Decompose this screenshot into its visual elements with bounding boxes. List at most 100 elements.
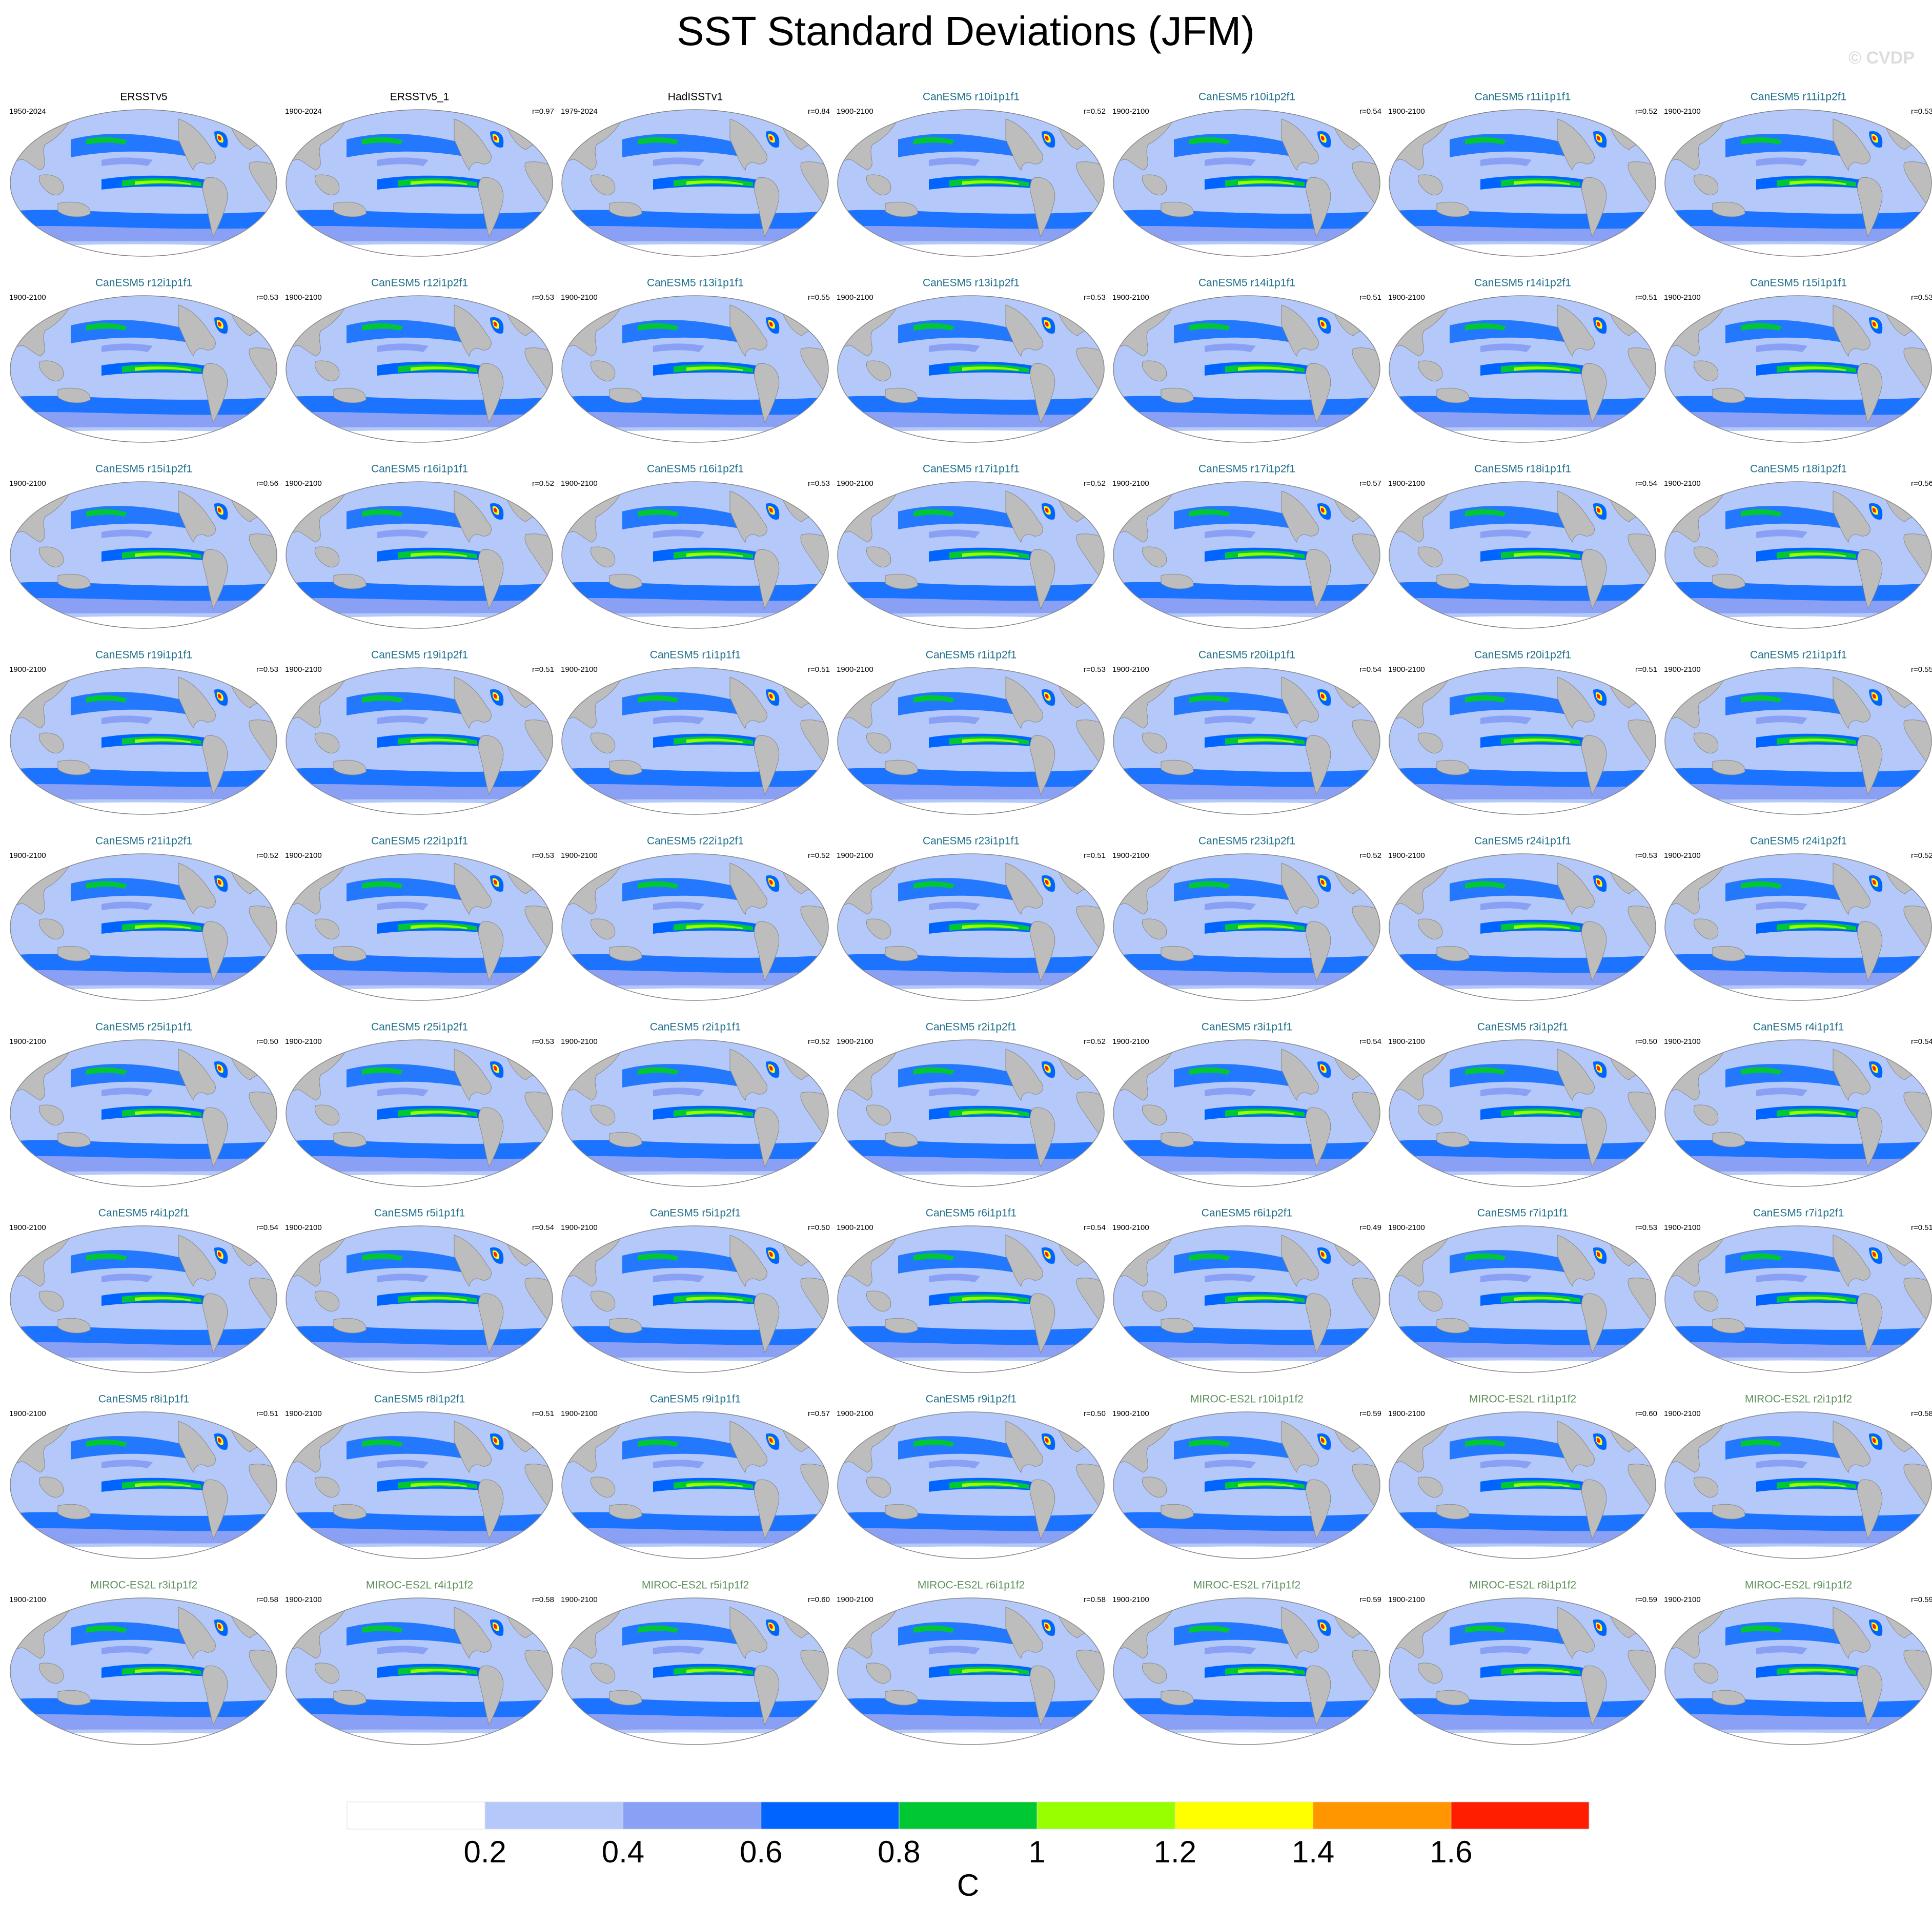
- map-panel: CanESM5 r9i1p2f1 1900-2100 r=0.50: [837, 1393, 1106, 1559]
- panel-correlation: r=0.60: [808, 1595, 830, 1604]
- map-panel: CanESM5 r15i1p2f1 1900-2100 r=0.56: [9, 463, 278, 629]
- panel-correlation: r=0.50: [808, 1223, 830, 1232]
- map: [285, 853, 554, 1001]
- panel-period: 1900-2100: [1112, 107, 1149, 116]
- map: [1112, 667, 1381, 815]
- panel-period: 1900-2100: [1112, 851, 1149, 860]
- map-panel: CanESM5 r14i1p2f1 1900-2100 r=0.51: [1388, 277, 1657, 443]
- colorbar-segment: [1451, 1801, 1590, 1830]
- panel-period: 1900-2100: [837, 1409, 873, 1418]
- map-panel: CanESM5 r25i1p1f1 1900-2100 r=0.50: [9, 1021, 278, 1187]
- colorbar-tick-label: 1.6: [1430, 1835, 1472, 1869]
- panel-correlation: r=0.54: [1359, 665, 1381, 674]
- map-panel: CanESM5 r14i1p1f1 1900-2100 r=0.51: [1112, 277, 1381, 443]
- map-panel: CanESM5 r12i1p1f1 1900-2100 r=0.53: [9, 277, 278, 443]
- panel-title: CanESM5 r20i1p2f1: [1474, 649, 1571, 661]
- panel-period: 1900-2100: [837, 1223, 873, 1232]
- panel-title: CanESM5 r5i1p2f1: [650, 1207, 741, 1219]
- panel-title: CanESM5 r16i1p1f1: [371, 463, 468, 475]
- panel-correlation: r=0.53: [1911, 293, 1932, 302]
- panel-period: 1900-2100: [285, 479, 322, 488]
- map: [837, 1039, 1106, 1187]
- panel-title: CanESM5 r24i1p1f1: [1474, 835, 1571, 847]
- map-panel: MIROC-ES2L r3i1p1f2 1900-2100 r=0.58: [9, 1579, 278, 1745]
- map: [1664, 853, 1932, 1001]
- map: [561, 295, 830, 443]
- panel-correlation: r=0.51: [808, 665, 830, 674]
- panel-title: CanESM5 r1i1p2f1: [926, 649, 1016, 661]
- map: [837, 1225, 1106, 1373]
- panel-title: MIROC-ES2L r1i1p1f2: [1469, 1393, 1576, 1405]
- map: [9, 667, 278, 815]
- colorbar: 0.2 0.4 0.6 0.8 1 1.2 1.4 1.6 C: [347, 1801, 1590, 1902]
- panel-title: CanESM5 r19i1p1f1: [95, 649, 192, 661]
- panel-correlation: r=0.58: [1084, 1595, 1106, 1604]
- panel-period: 1900-2100: [9, 1223, 46, 1232]
- map: [9, 295, 278, 443]
- map: [1388, 109, 1657, 257]
- panel-title: CanESM5 r10i1p1f1: [923, 91, 1020, 103]
- panel-period: 1900-2100: [1388, 1223, 1425, 1232]
- panel-correlation: r=0.53: [532, 851, 554, 860]
- panel-period: 1900-2100: [1112, 293, 1149, 302]
- panel-period: 1900-2100: [1664, 107, 1701, 116]
- panel-correlation: r=0.52: [1084, 107, 1106, 116]
- map-panel: CanESM5 r20i1p2f1 1900-2100 r=0.51: [1388, 649, 1657, 815]
- panel-correlation: r=0.54: [1084, 1223, 1106, 1232]
- panel-period: 1900-2100: [1112, 1037, 1149, 1046]
- map: [1388, 853, 1657, 1001]
- panel-title: CanESM5 r21i1p1f1: [1750, 649, 1847, 661]
- panel-title: CanESM5 r10i1p2f1: [1198, 91, 1295, 103]
- panel-correlation: r=0.51: [532, 1409, 554, 1418]
- map: [1112, 1039, 1381, 1187]
- map: [837, 1411, 1106, 1559]
- map: [1112, 853, 1381, 1001]
- map-panel: CanESM5 r18i1p1f1 1900-2100 r=0.54: [1388, 463, 1657, 629]
- panel-title: CanESM5 r24i1p2f1: [1750, 835, 1847, 847]
- map: [1112, 1225, 1381, 1373]
- panel-title: CanESM5 r8i1p1f1: [98, 1393, 189, 1405]
- panel-period: 1900-2100: [1388, 1595, 1425, 1604]
- panel-period: 1900-2100: [1664, 1223, 1701, 1232]
- panel-correlation: r=0.54: [1911, 1037, 1932, 1046]
- map: [1664, 1039, 1932, 1187]
- map-panel: CanESM5 r16i1p2f1 1900-2100 r=0.53: [561, 463, 830, 629]
- panel-correlation: r=0.53: [1911, 107, 1932, 116]
- panel-correlation: r=0.52: [532, 479, 554, 488]
- map-panel: CanESM5 r12i1p2f1 1900-2100 r=0.53: [285, 277, 554, 443]
- panel-correlation: r=0.55: [808, 293, 830, 302]
- map-panel: MIROC-ES2L r9i1p1f2 1900-2100 r=0.59: [1664, 1579, 1932, 1745]
- map-panel: CanESM5 r8i1p1f1 1900-2100 r=0.51: [9, 1393, 278, 1559]
- panel-correlation: r=0.50: [1635, 1037, 1657, 1046]
- watermark: © CVDP: [1848, 48, 1915, 68]
- panel-title: CanESM5 r13i1p2f1: [923, 277, 1020, 289]
- panel-correlation: r=0.53: [1084, 293, 1106, 302]
- panel-title: HadISSTv1: [668, 91, 723, 103]
- map-panel: CanESM5 r4i1p1f1 1900-2100 r=0.54: [1664, 1021, 1932, 1187]
- colorbar-segment: [347, 1801, 485, 1830]
- map: [1664, 1597, 1932, 1745]
- map: [837, 667, 1106, 815]
- panel-period: 1900-2100: [9, 1409, 46, 1418]
- panel-period: 1900-2100: [561, 293, 598, 302]
- panel-title: CanESM5 r20i1p1f1: [1198, 649, 1295, 661]
- panel-period: 1900-2100: [837, 107, 873, 116]
- panel-period: 1900-2100: [837, 293, 873, 302]
- map-panel: CanESM5 r21i1p1f1 1900-2100 r=0.55: [1664, 649, 1932, 815]
- map-panel: CanESM5 r23i1p1f1 1900-2100 r=0.51: [837, 835, 1106, 1001]
- panel-correlation: r=0.58: [256, 1595, 278, 1604]
- map: [1388, 1411, 1657, 1559]
- map: [9, 853, 278, 1001]
- panel-period: 1900-2100: [561, 1037, 598, 1046]
- panel-title: MIROC-ES2L r3i1p1f2: [90, 1579, 197, 1591]
- map: [561, 1597, 830, 1745]
- panel-period: 1900-2100: [1112, 665, 1149, 674]
- panel-grid: ERSSTv5 1950-2024 ERSSTv5_1 1900-2024 r=0.97…: [9, 91, 1932, 1745]
- map: [1388, 1597, 1657, 1745]
- map-panel: CanESM5 r19i1p1f1 1900-2100 r=0.53: [9, 649, 278, 815]
- map-panel: CanESM5 r5i1p1f1 1900-2100 r=0.54: [285, 1207, 554, 1373]
- panel-correlation: r=0.56: [1911, 479, 1932, 488]
- map-panel: CanESM5 r11i1p2f1 1900-2100 r=0.53: [1664, 91, 1932, 257]
- panel-correlation: r=0.52: [1635, 107, 1657, 116]
- panel-title: CanESM5 r1i1p1f1: [650, 649, 741, 661]
